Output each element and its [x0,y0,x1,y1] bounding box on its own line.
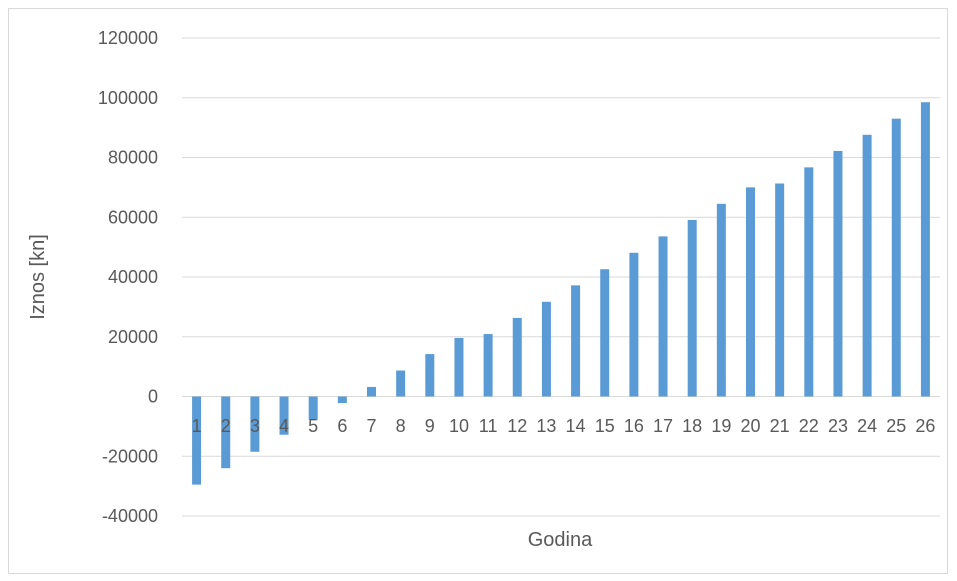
gridlines [182,37,940,517]
x-tick-label: 7 [366,416,376,436]
bar [833,150,843,397]
bar [425,354,435,397]
y-tick-label: 80000 [108,148,158,168]
x-tick-label: 11 [479,416,498,436]
x-tick-label: 21 [770,416,790,436]
bar [512,317,522,397]
x-tick-label: 18 [682,416,702,436]
x-tick-label: 2 [221,416,231,436]
y-axis-tick-labels: -40000 -20000 0 20000 40000 60000 80000 100000 1… [98,28,158,526]
x-tick-label: 17 [653,416,673,436]
x-axis-tick-labels: 1 2 3 4 5 6 7 8 9 10 11 12 13 14 15 16 17 18 19 20 21 22 23 24 2… [192,416,936,436]
bar [367,386,376,397]
bar [687,219,697,397]
bar [483,334,493,397]
x-tick-label: 12 [507,416,527,436]
x-tick-label: 20 [740,416,760,436]
bar [250,396,260,452]
bar [804,167,814,397]
y-tick-label: 40000 [108,267,158,287]
x-axis-title: Godina [528,529,593,551]
x-tick-label: 13 [536,416,556,436]
bar [279,396,289,435]
x-tick-label: 10 [449,416,469,436]
x-tick-label: 25 [886,416,906,436]
bar [192,396,202,485]
x-tick-label: 22 [799,416,819,436]
bar [746,187,755,397]
x-tick-label: 15 [595,416,615,436]
x-tick-label: 1 [192,416,202,436]
x-tick-label: 23 [828,416,848,436]
y-axis-title: Iznos [kn] [27,234,49,320]
bar [891,118,901,397]
y-tick-label: 100000 [98,88,158,108]
bar [308,396,318,420]
y-tick-label: -20000 [102,446,158,466]
x-tick-label: 8 [396,416,406,436]
x-tick-label: 6 [337,416,347,436]
bar [862,134,872,397]
bar [541,301,551,397]
bar [571,285,581,397]
x-tick-label: 16 [624,416,644,436]
bar [221,396,231,469]
bar [454,337,464,397]
bar [716,203,726,397]
bar [920,102,930,397]
x-tick-label: 5 [308,416,318,436]
bar [775,183,785,397]
bar [600,269,610,397]
bar [658,236,668,397]
bar [396,370,406,397]
x-tick-label: 14 [566,416,586,436]
x-tick-label: 26 [915,416,935,436]
bar [629,252,639,397]
y-tick-label: 20000 [108,327,158,347]
x-tick-label: 24 [857,416,877,436]
x-tick-label: 3 [250,416,260,436]
y-tick-label: 0 [148,387,158,407]
bars [192,102,930,485]
x-tick-label: 19 [711,416,731,436]
x-tick-label: 4 [279,416,289,436]
bar [337,396,347,404]
y-tick-label: 120000 [98,28,158,48]
y-tick-label: -40000 [102,506,158,526]
x-tick-label: 9 [425,416,435,436]
y-tick-label: 60000 [108,207,158,227]
chart-frame [8,8,948,574]
